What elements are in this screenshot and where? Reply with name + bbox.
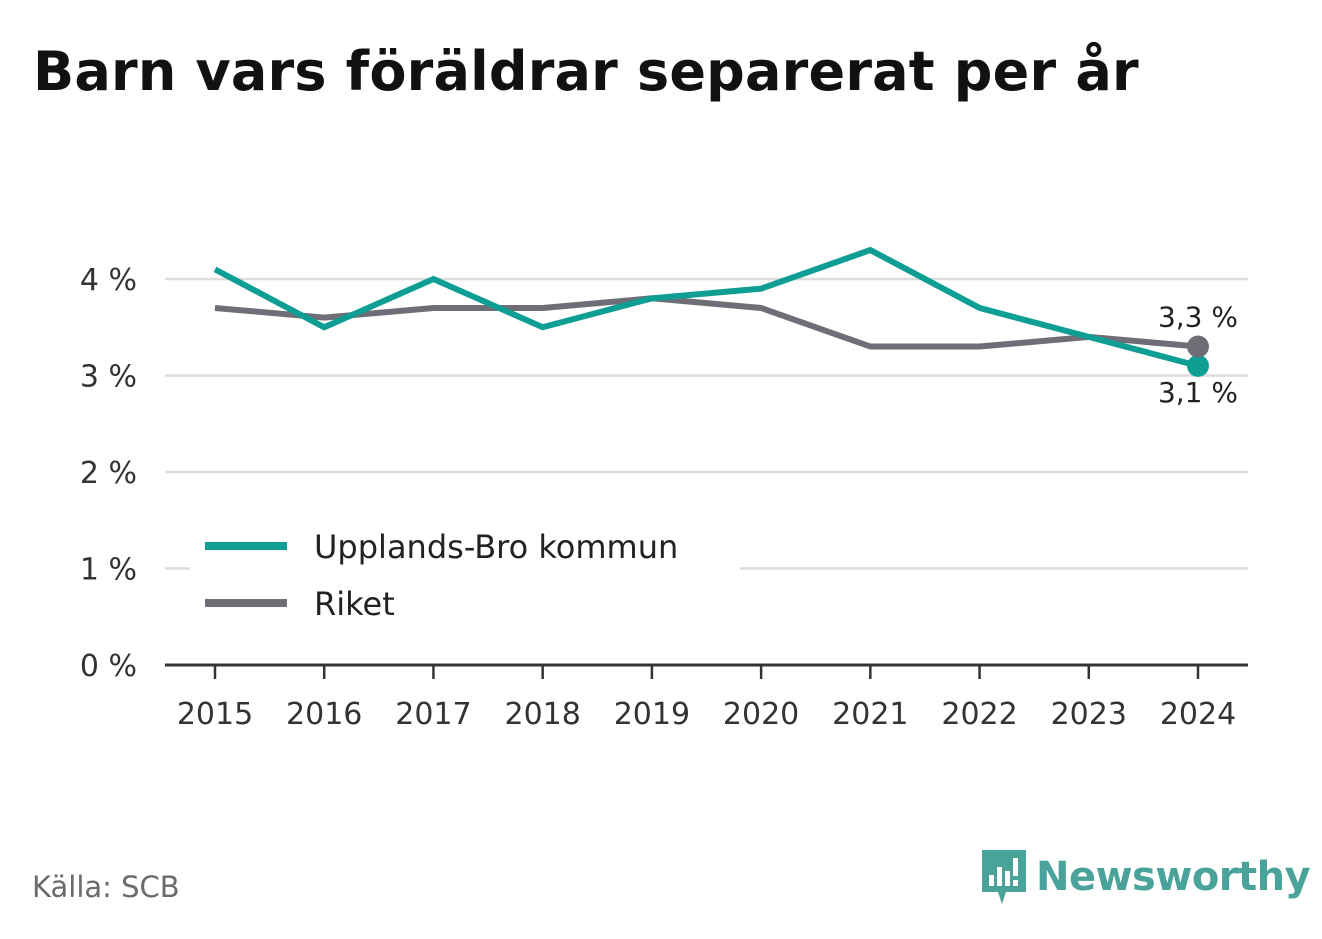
series-line-kommun xyxy=(213,246,1199,369)
legend-background xyxy=(190,520,740,638)
legend-label: Riket xyxy=(314,585,395,623)
series-line-riket xyxy=(214,295,1199,350)
x-tick-label: 2017 xyxy=(395,697,471,732)
end-point-marker xyxy=(1187,335,1209,358)
y-tick-label: 2 % xyxy=(80,456,137,491)
chart-title: Barn vars föräldrar separerat per år xyxy=(33,40,1139,103)
end-value-label: 3,1 % xyxy=(1158,376,1238,409)
brand-logo: Newsworthy xyxy=(980,848,1311,906)
y-tick-label: 0 % xyxy=(80,649,137,684)
newsworthy-logo-icon xyxy=(982,850,1026,904)
brand-name: Newsworthy xyxy=(1036,854,1311,900)
series-lines xyxy=(213,246,1209,377)
x-tick-label: 2019 xyxy=(614,697,690,732)
source-note: Källa: SCB xyxy=(32,870,180,904)
y-tick-label: 4 % xyxy=(80,263,137,298)
end-labels: 3,3 % 3,1 % xyxy=(1158,301,1238,409)
x-tick-label: 2022 xyxy=(941,697,1017,732)
end-value-label: 3,3 % xyxy=(1158,301,1238,334)
x-tick-label: 2020 xyxy=(723,697,799,732)
x-tick-label: 2023 xyxy=(1051,697,1127,732)
x-tick-label: 2016 xyxy=(286,697,362,732)
y-axis-ticks: 0 % 1 % 2 % 3 % 4 % xyxy=(80,263,137,684)
x-tick-label: 2015 xyxy=(177,697,253,732)
x-tick-label: 2018 xyxy=(504,697,580,732)
legend-label: Upplands-Bro kommun xyxy=(314,528,678,566)
x-tick-label: 2021 xyxy=(832,697,908,732)
end-point-marker xyxy=(1187,354,1209,377)
x-axis: 2015 2016 2017 2018 2019 2020 2021 2022 2023 2024 xyxy=(165,663,1248,732)
legend: Upplands-Bro kommun Riket xyxy=(190,520,740,638)
y-tick-label: 1 % xyxy=(80,553,137,588)
x-tick-label: 2024 xyxy=(1160,697,1236,732)
y-tick-label: 3 % xyxy=(80,360,137,395)
